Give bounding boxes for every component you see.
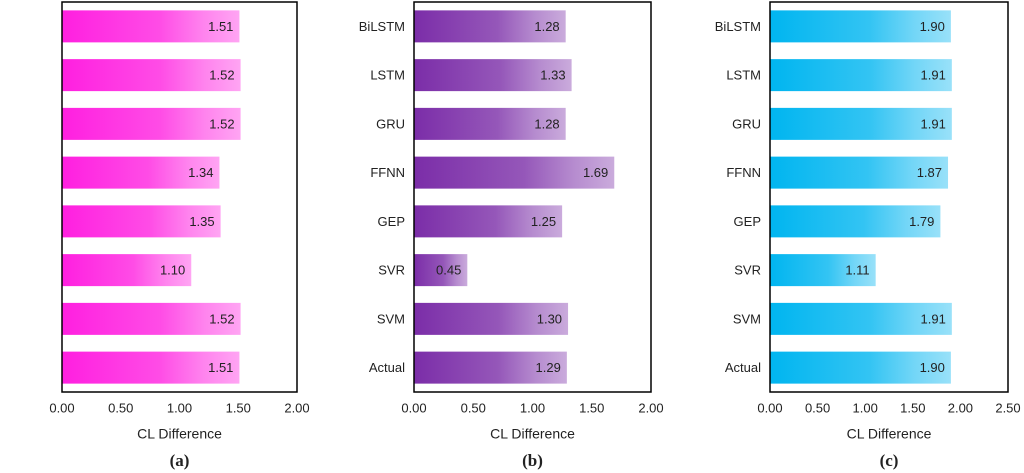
bar [770, 156, 949, 189]
value-label: 1.52 [209, 68, 234, 83]
category-label: GRU [376, 116, 405, 131]
bar [770, 351, 951, 384]
category-label: GEP [378, 214, 405, 229]
value-label: 1.90 [920, 360, 945, 375]
plot-frame [413, 1, 652, 393]
plot-frame [61, 1, 298, 393]
bar [62, 156, 220, 189]
bar [414, 205, 563, 238]
bar [414, 59, 572, 92]
bar [770, 205, 941, 238]
bar [414, 107, 566, 140]
x-axis-label: CL Difference [137, 426, 222, 442]
value-label: 1.90 [920, 19, 945, 34]
x-axis-label: CL Difference [490, 426, 575, 442]
plot-frame [769, 1, 1009, 393]
bar [414, 156, 615, 189]
bar [414, 254, 468, 287]
value-label: 1.35 [189, 214, 214, 229]
value-label: 1.10 [160, 263, 185, 278]
value-label: 1.51 [208, 360, 233, 375]
value-label: 1.30 [537, 311, 562, 326]
bar [770, 107, 952, 140]
category-label: Actual [725, 360, 761, 375]
category-label: FFNN [726, 165, 761, 180]
x-tick-label: 0.00 [757, 400, 782, 415]
x-tick-label: 0.00 [49, 400, 74, 415]
x-tick-label: 2.00 [284, 400, 309, 415]
category-label: BiLSTM [715, 19, 761, 34]
category-label: LSTM [726, 68, 761, 83]
value-label: 1.91 [921, 311, 946, 326]
value-label: 1.28 [534, 19, 559, 34]
value-label: 1.34 [188, 165, 213, 180]
panel-caption: (b) [522, 451, 543, 470]
x-tick-label: 1.50 [900, 400, 925, 415]
bar [62, 107, 241, 140]
value-label: 1.29 [536, 360, 561, 375]
x-tick-label: 0.50 [108, 400, 133, 415]
x-tick-label: 1.00 [167, 400, 192, 415]
x-tick-label: 0.50 [461, 400, 486, 415]
value-label: 1.11 [845, 263, 869, 278]
category-label: GEP [734, 214, 761, 229]
value-label: 1.33 [540, 68, 565, 83]
value-label: 1.25 [531, 214, 556, 229]
x-axis-label: CL Difference [847, 426, 932, 442]
category-label: SVR [378, 263, 405, 278]
category-label: SVM [733, 311, 761, 326]
x-tick-label: 0.50 [805, 400, 830, 415]
value-label: 1.87 [917, 165, 942, 180]
category-label: LSTM [370, 68, 405, 83]
panel-caption: (a) [170, 451, 190, 470]
bar [414, 351, 567, 384]
category-label: FFNN [370, 165, 405, 180]
value-label: 1.52 [209, 116, 234, 131]
value-label: 1.69 [583, 165, 608, 180]
category-label: SVR [734, 263, 761, 278]
bar [770, 59, 952, 92]
x-tick-label: 0.00 [401, 400, 426, 415]
bar [62, 254, 192, 287]
value-label: 0.45 [436, 263, 461, 278]
value-label: 1.52 [209, 311, 234, 326]
category-label: SVM [377, 311, 405, 326]
bar [770, 302, 952, 335]
bar [62, 351, 240, 384]
x-tick-label: 2.50 [995, 400, 1020, 415]
category-label: GRU [732, 116, 761, 131]
value-label: 1.91 [921, 68, 946, 83]
bar [62, 10, 240, 43]
bar [770, 10, 951, 43]
x-tick-label: 1.00 [853, 400, 878, 415]
category-label: BiLSTM [359, 19, 405, 34]
value-label: 1.91 [921, 116, 946, 131]
x-tick-label: 2.00 [638, 400, 663, 415]
bar [770, 254, 876, 287]
value-label: 1.28 [534, 116, 559, 131]
category-label: Actual [369, 360, 405, 375]
x-tick-label: 1.50 [226, 400, 251, 415]
bar [414, 302, 569, 335]
bar [62, 59, 241, 92]
x-tick-label: 1.50 [579, 400, 604, 415]
panel-caption: (c) [880, 451, 899, 470]
x-tick-label: 2.00 [948, 400, 973, 415]
value-label: 1.79 [909, 214, 934, 229]
value-label: 1.51 [208, 19, 233, 34]
x-tick-label: 1.00 [520, 400, 545, 415]
bar [62, 205, 221, 238]
bar [414, 10, 566, 43]
bar [62, 302, 241, 335]
